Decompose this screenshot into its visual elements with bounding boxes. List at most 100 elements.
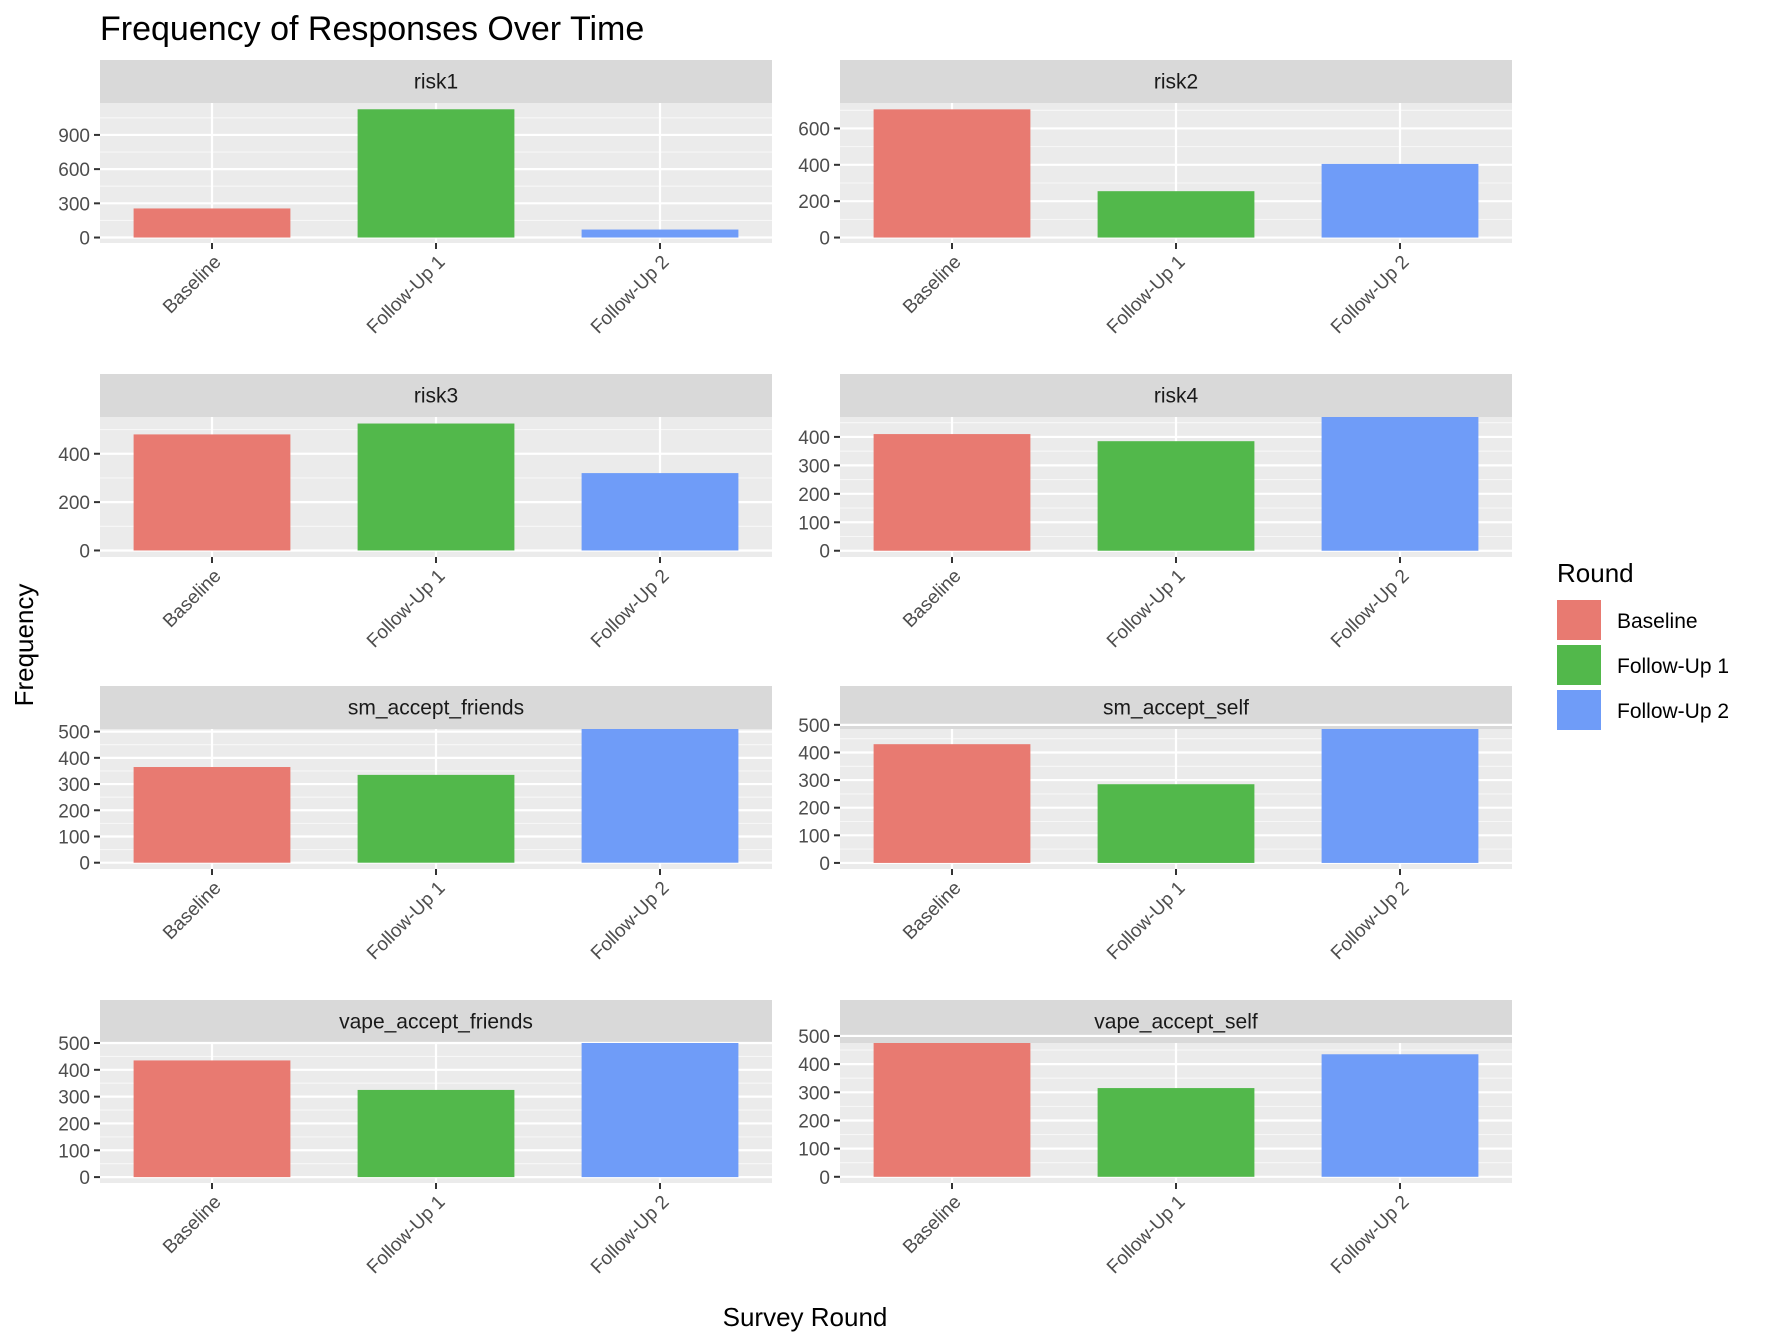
y-tick-label: 0 bbox=[79, 854, 90, 875]
x-tick-label: Follow-Up 2 bbox=[587, 878, 674, 965]
bar-vape_accept_friends-follow-up-2 bbox=[581, 1043, 739, 1178]
facet-strip-label: risk4 bbox=[1154, 385, 1199, 408]
y-tick-label: 200 bbox=[798, 799, 830, 820]
bar-sm_accept_friends-baseline bbox=[133, 767, 291, 863]
y-tick-label: 400 bbox=[798, 156, 830, 177]
x-tick-label: Follow-Up 1 bbox=[363, 566, 450, 653]
y-tick-label: 200 bbox=[58, 1114, 90, 1135]
x-tick-label: Follow-Up 1 bbox=[1103, 878, 1190, 965]
legend-title: Round bbox=[1557, 558, 1634, 588]
facet-strip bbox=[840, 686, 1512, 729]
legend-key-baseline bbox=[1557, 600, 1601, 640]
facet-risk3: risk3 0 200 400 Baseline Follow-Up 1 Follow-Up… bbox=[58, 374, 772, 652]
y-tick-label: 500 bbox=[798, 1027, 830, 1048]
bar-sm_accept_self-baseline bbox=[873, 744, 1031, 863]
facet-strip bbox=[840, 60, 1512, 103]
bar-risk4-baseline bbox=[873, 434, 1031, 551]
legend-key-follow-up-1 bbox=[1557, 645, 1601, 685]
bar-risk1-follow-up-1 bbox=[357, 109, 515, 238]
y-tick-label: 600 bbox=[798, 119, 830, 140]
x-tick-label: Follow-Up 2 bbox=[1327, 878, 1414, 965]
bar-sm_accept_self-follow-up-1 bbox=[1097, 784, 1255, 863]
bar-vape_accept_self-baseline bbox=[873, 1043, 1031, 1177]
y-tick-label: 300 bbox=[58, 194, 90, 215]
bar-risk2-baseline bbox=[873, 109, 1031, 238]
y-tick-label: 0 bbox=[79, 229, 90, 250]
x-tick-label: Baseline bbox=[159, 252, 225, 318]
legend-label: Baseline bbox=[1617, 610, 1698, 633]
y-tick-label: 500 bbox=[58, 1034, 90, 1055]
bar-risk2-follow-up-2 bbox=[1321, 163, 1479, 238]
facet-strip-label: vape_accept_friends bbox=[339, 1011, 533, 1034]
bar-risk3-baseline bbox=[133, 434, 291, 551]
y-tick-label: 300 bbox=[58, 1088, 90, 1109]
x-tick-label: Follow-Up 1 bbox=[363, 1192, 450, 1279]
x-tick-label: Follow-Up 1 bbox=[1103, 252, 1190, 339]
y-tick-label: 500 bbox=[798, 716, 830, 737]
x-tick-label: Follow-Up 1 bbox=[1103, 1192, 1190, 1279]
y-tick-label: 400 bbox=[798, 743, 830, 764]
bar-vape_accept_self-follow-up-1 bbox=[1097, 1088, 1255, 1177]
bar-risk3-follow-up-2 bbox=[581, 473, 739, 551]
x-axis-title: Survey Round bbox=[723, 1302, 888, 1332]
bar-risk1-follow-up-2 bbox=[581, 229, 739, 238]
facet-strip-label: risk3 bbox=[414, 385, 458, 408]
legend: Round Baseline Follow-Up 1 Follow-Up 2 bbox=[1557, 558, 1729, 730]
y-tick-label: 0 bbox=[819, 229, 830, 250]
y-tick-label: 300 bbox=[798, 771, 830, 792]
x-tick-label: Baseline bbox=[899, 566, 965, 632]
x-tick-label: Follow-Up 2 bbox=[587, 252, 674, 339]
x-tick-label: Follow-Up 1 bbox=[363, 878, 450, 965]
y-tick-label: 100 bbox=[798, 513, 830, 534]
facet-strip-label: risk1 bbox=[414, 71, 458, 94]
y-tick-label: 400 bbox=[58, 1061, 90, 1082]
y-tick-label: 600 bbox=[58, 160, 90, 181]
x-tick-label: Baseline bbox=[159, 1192, 225, 1258]
y-tick-label: 200 bbox=[798, 192, 830, 213]
legend-key-follow-up-2 bbox=[1557, 690, 1601, 730]
bar-vape_accept_friends-baseline bbox=[133, 1060, 291, 1178]
y-tick-label: 0 bbox=[819, 854, 830, 875]
bar-risk4-follow-up-2 bbox=[1321, 417, 1479, 551]
x-tick-label: Baseline bbox=[159, 878, 225, 944]
bar-sm_accept_self-follow-up-2 bbox=[1321, 729, 1479, 863]
facet-strip-label: sm_accept_friends bbox=[348, 697, 524, 720]
y-tick-label: 0 bbox=[79, 1168, 90, 1189]
y-tick-label: 500 bbox=[58, 723, 90, 744]
bar-risk3-follow-up-1 bbox=[357, 423, 515, 551]
y-tick-label: 400 bbox=[798, 428, 830, 449]
y-tick-label: 0 bbox=[79, 541, 90, 562]
facet-sm_accept_friends: sm_accept_friends 0 100 200 300 400 500 Baselin… bbox=[58, 686, 772, 964]
bar-vape_accept_friends-follow-up-1 bbox=[357, 1089, 515, 1178]
facet-strip-label: vape_accept_self bbox=[1094, 1011, 1258, 1034]
legend-label: Follow-Up 2 bbox=[1617, 700, 1729, 723]
bar-risk4-follow-up-1 bbox=[1097, 441, 1255, 551]
x-tick-label: Follow-Up 2 bbox=[1327, 1192, 1414, 1279]
y-tick-label: 100 bbox=[58, 1141, 90, 1162]
facet-risk1: risk1 0 300 600 900 Baseline Follow-Up 1 Follow… bbox=[58, 60, 772, 338]
legend-label: Follow-Up 1 bbox=[1617, 655, 1729, 678]
y-tick-label: 200 bbox=[58, 801, 90, 822]
x-tick-label: Baseline bbox=[899, 252, 965, 318]
y-tick-label: 200 bbox=[798, 1111, 830, 1132]
y-tick-label: 300 bbox=[798, 1083, 830, 1104]
facet-strip bbox=[100, 60, 772, 103]
bar-vape_accept_self-follow-up-2 bbox=[1321, 1054, 1479, 1177]
facet-risk2: risk2 0 200 400 600 Baseline Follow-Up 1 Follow… bbox=[798, 60, 1512, 338]
facet-strip-label: risk2 bbox=[1154, 71, 1198, 94]
y-tick-label: 0 bbox=[819, 542, 830, 563]
bar-sm_accept_friends-follow-up-1 bbox=[357, 774, 515, 863]
facet-strip bbox=[100, 374, 772, 417]
y-tick-label: 400 bbox=[798, 1055, 830, 1076]
facet-strip bbox=[100, 686, 772, 729]
x-tick-label: Follow-Up 2 bbox=[587, 1192, 674, 1279]
y-axis-title: Frequency bbox=[9, 584, 39, 707]
bar-risk1-baseline bbox=[133, 208, 291, 238]
facet-strip-label: sm_accept_self bbox=[1103, 697, 1249, 720]
facet-strip bbox=[840, 374, 1512, 417]
chart-title: Frequency of Responses Over Time bbox=[100, 10, 644, 48]
facet-panels: risk1 0 300 600 900 Baseline Follow-Up 1 Follow… bbox=[58, 60, 1512, 1278]
facet-strip bbox=[100, 1000, 772, 1043]
x-tick-label: Follow-Up 1 bbox=[1103, 566, 1190, 653]
y-tick-label: 400 bbox=[58, 749, 90, 770]
